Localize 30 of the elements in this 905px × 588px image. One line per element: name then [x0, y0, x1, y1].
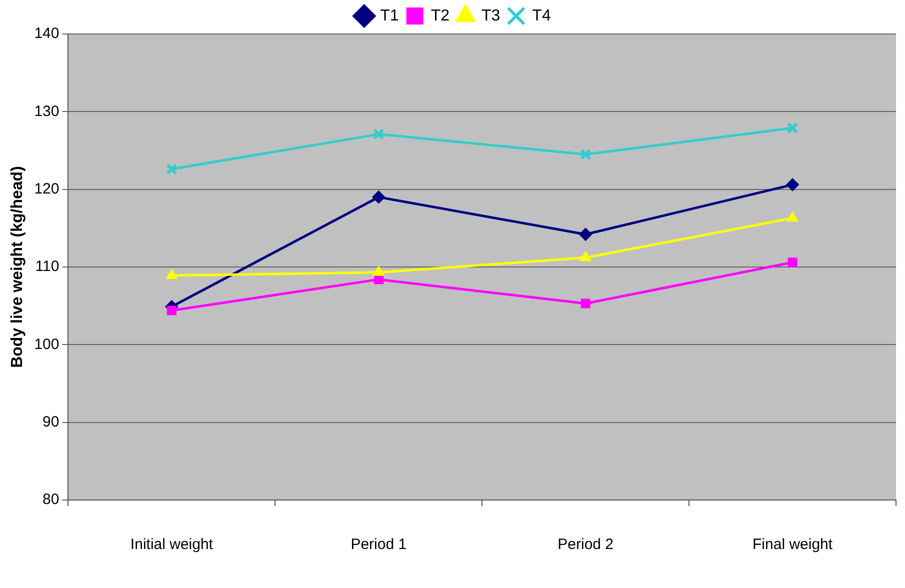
point: [580, 148, 592, 160]
point: [372, 128, 384, 140]
y-axis-title: Body live weight (kg/head): [9, 166, 26, 368]
legend-label: T2: [430, 7, 450, 24]
point: [372, 266, 384, 276]
x-tick-label: Period 2: [558, 536, 614, 554]
y-tick-label: 120: [34, 180, 60, 198]
point: [788, 258, 798, 268]
y-tick-label: 110: [35, 258, 60, 276]
legend-label: T3: [482, 7, 500, 24]
legend-label: T1: [380, 7, 399, 24]
point: [166, 163, 178, 175]
x-tick-label: Final weight: [752, 536, 834, 554]
point: [580, 298, 590, 308]
x-tick-label: Initial weight: [130, 536, 214, 554]
point: [166, 269, 178, 280]
point: [786, 122, 798, 134]
y-tick-label: 80: [42, 491, 60, 508]
y-tick-label: 100: [34, 336, 60, 353]
y-tick-label: 130: [34, 102, 60, 120]
point: [786, 178, 800, 192]
y-tick-label: 140: [34, 25, 60, 42]
point: [786, 212, 798, 222]
legend-label: T4: [532, 7, 551, 24]
point: [372, 190, 386, 204]
y-tick-label: 90: [42, 413, 60, 430]
point: [166, 306, 176, 316]
x-tick-label: Period 1: [350, 536, 407, 554]
point: [580, 251, 592, 262]
point: [579, 228, 592, 241]
